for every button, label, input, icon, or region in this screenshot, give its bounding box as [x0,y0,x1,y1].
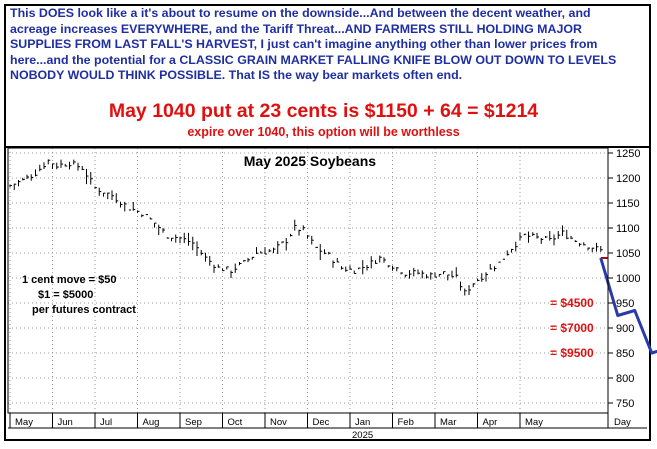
x-tick-label: May [15,417,33,428]
contract-note: per futures contract [32,304,136,316]
chart-frame [4,4,651,441]
y-tick-label: 900 [616,323,634,335]
price-bars [9,159,603,296]
contract-note: 1 cent move = $50 [22,274,116,286]
x-tick-label: Feb [398,417,414,428]
y-tick-label: 1250 [616,148,640,160]
y-tick-label: 1150 [616,198,640,210]
projection-line [599,257,657,355]
x-tick-label: Sep [185,417,202,428]
headline: May 1040 put at 23 cents is $1150 + 64 =… [108,100,539,122]
x-tick-label: Mar [440,417,456,428]
y-tick-label: 1050 [616,248,640,260]
payoff-label: = $4500 [550,296,594,310]
y-tick-label: 1100 [616,223,640,235]
x-axis-unit-label: Day [614,417,631,428]
subhead: expire over 1040, this option will be wo… [187,125,460,139]
x-tick-label: Apr [483,417,498,428]
axes: 750 800 850 900 950 1000 1050 1100 1150 1200 1250 M… [7,147,647,441]
payoff-label: = $7000 [550,321,594,335]
y-tick-label: 800 [616,373,634,385]
x-tick-label: May [525,417,543,428]
x-tick-label: Jan [355,417,370,428]
y-tick-label: 750 [616,398,634,410]
x-tick-label: Jul [100,417,112,428]
y-tick-label: 850 [616,348,634,360]
contract-note: $1 = $5000 [38,289,93,301]
chart-title: May 2025 Soybeans [244,153,377,169]
commentary-text: This DOES look like a it's about to resu… [10,6,617,83]
x-tick-label: Aug [143,417,160,428]
divider [4,146,651,148]
payoff-label: = $9500 [550,346,594,360]
y-tick-label: 950 [616,298,634,310]
x-tick-label: Oct [228,417,243,428]
x-tick-label: Nov [270,417,287,428]
y-tick-label: 1200 [616,173,640,185]
y-tick-label: 1000 [616,273,640,285]
x-tick-label: Dec [313,417,330,428]
x-tick-label: Jun [58,417,73,428]
year-label: 2025 [352,430,373,441]
